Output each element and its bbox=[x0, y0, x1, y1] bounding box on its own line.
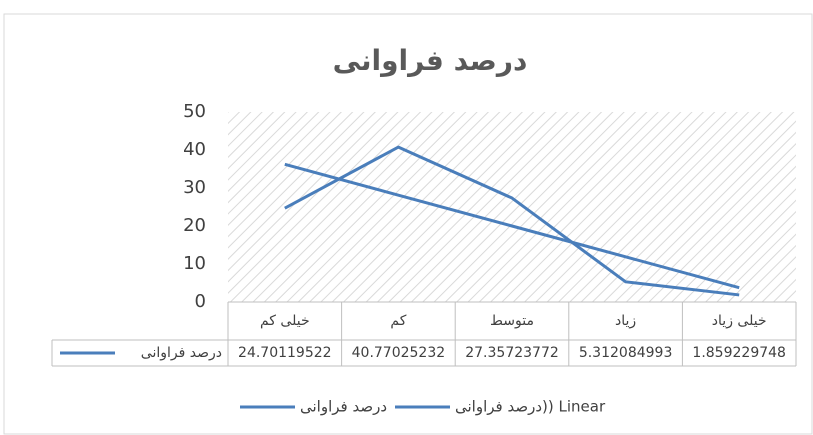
y-tick-label: 50 bbox=[183, 101, 206, 122]
y-tick-label: 10 bbox=[183, 253, 206, 274]
table-value: 24.70119522 bbox=[238, 345, 332, 361]
trend-line bbox=[284, 162, 740, 290]
chart-title: درصد فراوانی bbox=[333, 44, 528, 77]
table-row-label: درصد فراوانی bbox=[141, 345, 222, 361]
data-line bbox=[284, 145, 740, 297]
x-tick-label: کم bbox=[390, 313, 406, 329]
y-tick-label: 40 bbox=[183, 139, 206, 160]
y-tick-label: 30 bbox=[183, 177, 206, 198]
x-tick-label: خیلی زیاد bbox=[712, 313, 767, 329]
x-tick-label: زیاد bbox=[615, 313, 636, 329]
table-value: 40.77025232 bbox=[352, 345, 446, 361]
legend-label: درصد فراوانی bbox=[300, 398, 387, 416]
legend-label: درصد فراوانی)) Linear bbox=[455, 398, 606, 416]
x-tick-label: متوسط bbox=[490, 313, 534, 329]
y-tick-label: 20 bbox=[183, 215, 206, 236]
x-tick-label: خیلی کم bbox=[260, 313, 310, 329]
plot-area bbox=[228, 112, 796, 302]
table-value: 5.312084993 bbox=[579, 345, 673, 361]
table-value: 27.35723772 bbox=[465, 345, 559, 361]
y-tick-label: 0 bbox=[195, 291, 206, 312]
table-value: 1.859229748 bbox=[692, 345, 786, 361]
